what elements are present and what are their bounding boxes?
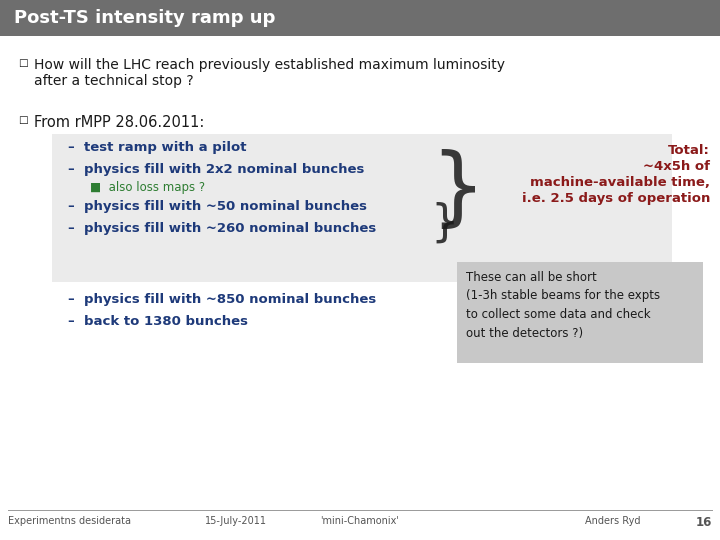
Text: 16: 16: [696, 516, 712, 529]
Text: i.e. 2.5 days of operation: i.e. 2.5 days of operation: [521, 192, 710, 205]
Text: –  physics fill with ~50 nominal bunches: – physics fill with ~50 nominal bunches: [68, 200, 367, 213]
Text: –  back to 1380 bunches: – back to 1380 bunches: [68, 315, 248, 328]
Text: □: □: [18, 115, 28, 125]
Text: }: }: [430, 201, 459, 245]
Text: Experimentns desiderata: Experimentns desiderata: [8, 516, 131, 526]
FancyBboxPatch shape: [457, 262, 703, 363]
Text: after a technical stop ?: after a technical stop ?: [34, 74, 194, 88]
Text: ■  also loss maps ?: ■ also loss maps ?: [90, 181, 205, 194]
FancyBboxPatch shape: [52, 134, 672, 282]
Text: machine-available time,: machine-available time,: [530, 176, 710, 189]
Text: These can all be short
(1-3h stable beams for the expts
to collect some data and: These can all be short (1-3h stable beam…: [466, 271, 660, 340]
Text: 15-July-2011: 15-July-2011: [205, 516, 267, 526]
Text: ~4x5h of: ~4x5h of: [643, 160, 710, 173]
Text: Post-TS intensity ramp up: Post-TS intensity ramp up: [14, 9, 275, 27]
Text: –  physics fill with 2x2 nominal bunches: – physics fill with 2x2 nominal bunches: [68, 163, 364, 176]
Text: From rMPP 28.06.2011:: From rMPP 28.06.2011:: [34, 115, 204, 130]
Text: –  test ramp with a pilot: – test ramp with a pilot: [68, 141, 246, 154]
Text: –  physics fill with ~260 nominal bunches: – physics fill with ~260 nominal bunches: [68, 222, 377, 235]
Text: Total:: Total:: [668, 144, 710, 157]
Text: –  physics fill with ~850 nominal bunches: – physics fill with ~850 nominal bunches: [68, 293, 377, 306]
Text: Anders Ryd: Anders Ryd: [585, 516, 641, 526]
Text: 'mini-Chamonix': 'mini-Chamonix': [320, 516, 400, 526]
FancyBboxPatch shape: [0, 0, 720, 36]
Text: }: }: [430, 149, 485, 232]
Text: How will the LHC reach previously established maximum luminosity: How will the LHC reach previously establ…: [34, 58, 505, 72]
Text: □: □: [18, 58, 28, 68]
